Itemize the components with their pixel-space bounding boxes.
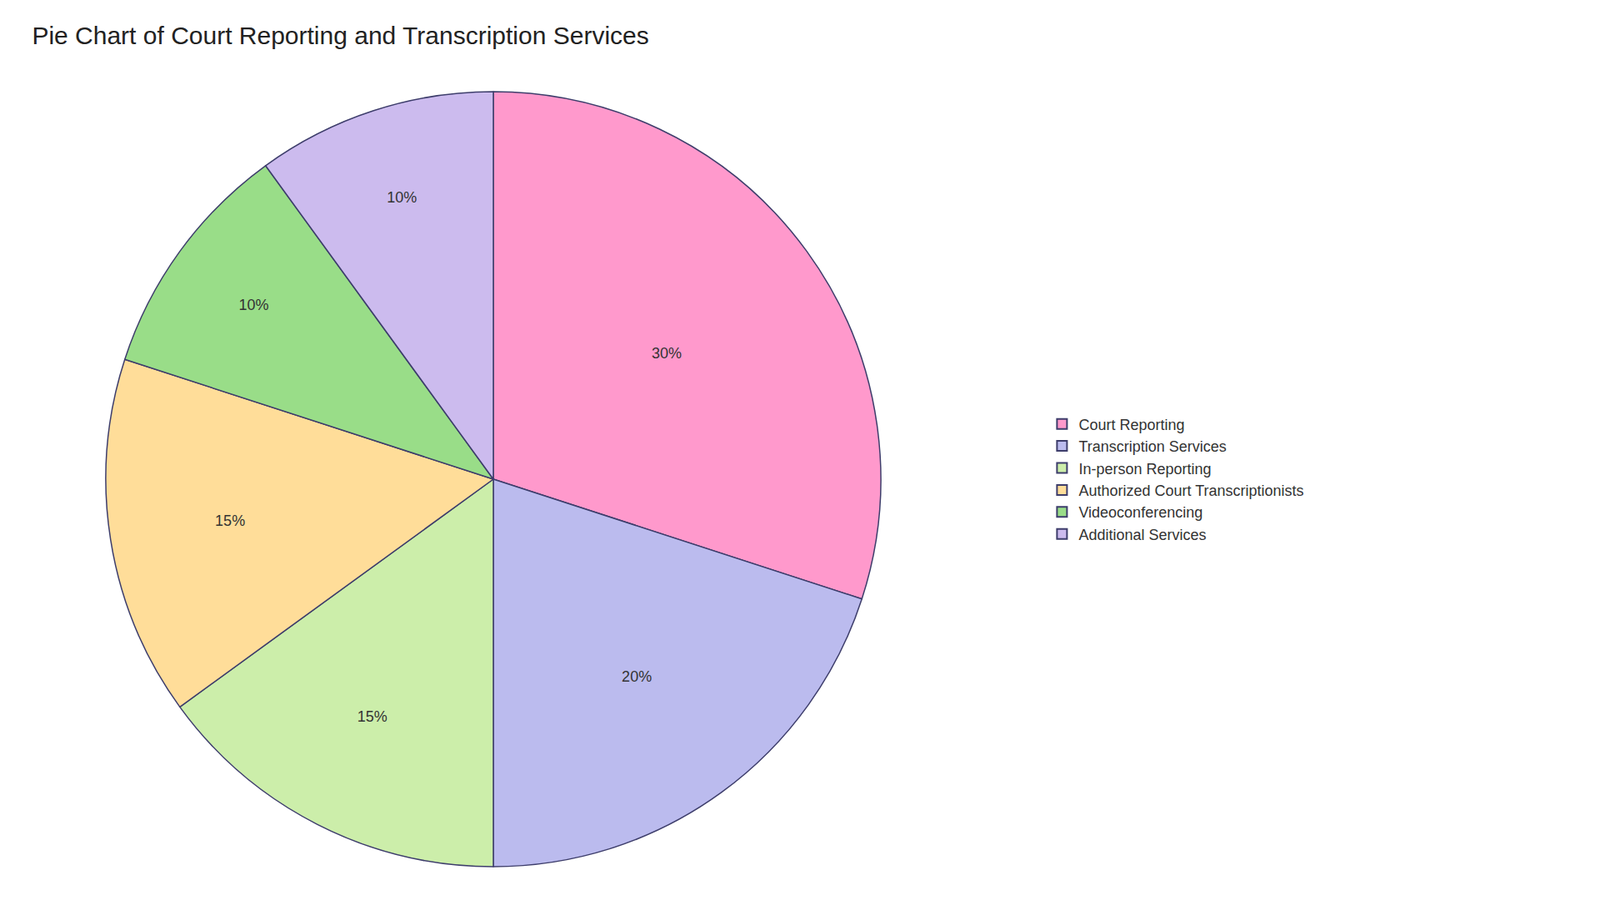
svg-text:Transcription Services: Transcription Services	[1078, 438, 1226, 455]
svg-text:Court Reporting: Court Reporting	[1078, 416, 1185, 434]
svg-text:30%: 30%	[651, 345, 682, 362]
svg-text:20%: 20%	[621, 668, 652, 685]
svg-text:Videoconferencing: Videoconferencing	[1078, 504, 1203, 521]
svg-text:15%: 15%	[357, 708, 388, 725]
svg-text:15%: 15%	[215, 512, 245, 530]
svg-text:Authorized Court Transcription: Authorized Court Transcriptionists	[1078, 482, 1304, 500]
svg-text:In-person Reporting: In-person Reporting	[1078, 460, 1211, 478]
svg-text:Pie Chart of Court Reporting a: Pie Chart of Court Reporting and Transcr…	[31, 21, 649, 50]
svg-text:Additional Services: Additional Services	[1078, 526, 1206, 544]
svg-text:10%: 10%	[239, 296, 270, 314]
svg-text:10%: 10%	[386, 189, 417, 206]
